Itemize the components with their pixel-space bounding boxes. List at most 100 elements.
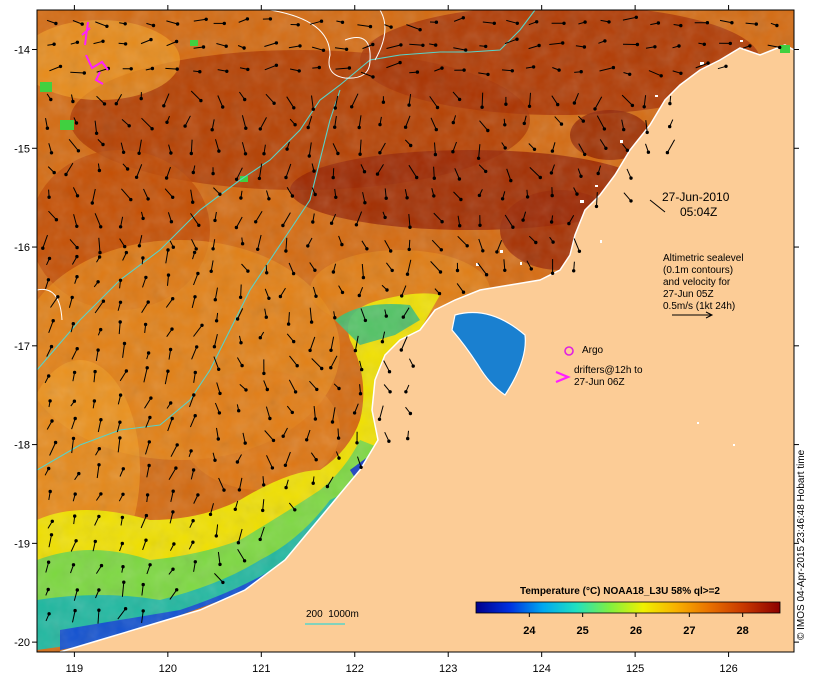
- velocity-arrow: [237, 308, 244, 320]
- velocity-arrow-head: [314, 458, 318, 462]
- lat-tick-label: -14: [14, 45, 30, 57]
- velocity-arrow: [242, 432, 246, 444]
- velocity-arrow: [695, 62, 709, 69]
- velocity-arrow-head: [321, 48, 326, 52]
- velocity-arrow-head: [313, 192, 317, 197]
- velocity-arrow-head: [221, 105, 225, 109]
- velocity-arrow: [65, 162, 74, 175]
- velocity-arrow-head: [582, 45, 587, 49]
- velocity-arrow-head: [54, 218, 59, 222]
- velocity-arrow: [309, 307, 313, 323]
- velocity-arrow-head: [550, 271, 555, 275]
- velocity-arrow: [189, 394, 195, 408]
- velocity-arrow-head: [71, 322, 76, 326]
- velocity-arrow: [165, 67, 178, 70]
- king-sound: [452, 312, 526, 395]
- velocity-arrow-head: [509, 178, 513, 183]
- velocity-arrow-head: [284, 485, 288, 490]
- velocity-arrow-head: [144, 275, 148, 280]
- velocity-arrow: [379, 142, 386, 153]
- velocity-arrow: [71, 418, 76, 430]
- velocity-arrow-head: [264, 315, 268, 319]
- velocity-arrow: [143, 367, 148, 383]
- velocity-arrow-head: [242, 559, 247, 563]
- velocity-arrow: [309, 20, 322, 25]
- velocity-arrow: [503, 259, 506, 271]
- velocity-arrow-head: [754, 22, 758, 26]
- velocity-arrow: [49, 442, 57, 456]
- velocity-arrow-head: [147, 463, 151, 468]
- velocity-arrow: [165, 298, 174, 308]
- velocity-arrow-head: [677, 44, 681, 48]
- velocity-arrow-head: [484, 44, 488, 49]
- lon-tick-label: 123: [439, 663, 457, 675]
- velocity-arrow: [215, 524, 219, 536]
- velocity-arrow-head: [503, 123, 507, 127]
- velocity-arrow-head: [406, 436, 410, 441]
- velocity-arrow: [217, 551, 221, 565]
- land-mass: [60, 45, 794, 652]
- velocity-arrow-head: [353, 348, 358, 353]
- velocity-arrow-head: [97, 463, 101, 467]
- velocity-arrow-head: [583, 152, 587, 157]
- velocity-arrow-head: [101, 142, 105, 147]
- velocity-arrow-head: [387, 439, 391, 443]
- velocity-arrow: [48, 534, 52, 548]
- velocity-arrow-head: [278, 294, 283, 299]
- velocity-arrow-head: [118, 320, 122, 324]
- velocity-arrow-head: [193, 295, 197, 299]
- velocity-arrow: [289, 355, 298, 367]
- velocity-arrow: [216, 427, 219, 440]
- colorbar-tick-label: 25: [577, 625, 589, 637]
- velocity-arrow-head: [308, 348, 312, 353]
- velocity-arrow-head: [451, 150, 455, 154]
- velocity-arrow: [218, 477, 225, 491]
- velocity-arrow: [238, 477, 243, 491]
- time-pointer: [649, 199, 666, 213]
- velocity-arrow-head: [129, 197, 133, 202]
- velocity-arrow: [98, 237, 101, 253]
- velocity-arrow-head: [258, 537, 262, 542]
- velocity-arrow-head: [147, 440, 152, 444]
- velocity-arrow-head: [486, 128, 490, 133]
- velocity-arrow: [236, 167, 243, 180]
- velocity-arrow-head: [371, 75, 375, 79]
- velocity-arrow-head: [325, 484, 330, 489]
- velocity-arrow-head: [320, 366, 324, 371]
- velocity-arrow: [330, 355, 338, 368]
- velocity-arrow-head: [384, 314, 388, 318]
- velocity-arrow-head: [702, 42, 706, 46]
- velocity-arrow: [96, 95, 105, 105]
- velocity-arrow: [383, 360, 390, 372]
- velocity-arrow: [504, 214, 514, 228]
- velocity-arrow-head: [101, 299, 106, 303]
- velocity-arrow-head: [404, 390, 408, 394]
- velocity-arrow-head: [307, 154, 311, 158]
- velocity-arrow: [645, 120, 648, 133]
- velocity-arrow-head: [551, 240, 555, 244]
- velocity-arrow: [214, 402, 220, 414]
- velocity-arrow-head: [293, 390, 298, 394]
- velocity-arrow: [168, 467, 177, 480]
- velocity-arrow-head: [194, 247, 198, 251]
- velocity-arrow-head: [201, 45, 206, 49]
- velocity-arrow-head: [305, 438, 309, 442]
- velocity-arrow-head: [365, 247, 369, 251]
- velocity-arrow: [406, 24, 421, 31]
- velocity-arrow-head: [432, 194, 436, 198]
- velocity-arrow-head: [567, 221, 571, 226]
- velocity-arrow-head: [258, 336, 262, 340]
- velocity-arrow-head: [262, 152, 266, 156]
- velocity-arrow-head: [411, 364, 415, 368]
- velocity-arrow-head: [668, 101, 672, 106]
- velocity-arrow-head: [492, 21, 496, 25]
- velocity-arrow-head: [628, 72, 632, 77]
- velocity-arrow-head: [82, 71, 87, 75]
- velocity-arrow-head: [311, 481, 315, 485]
- time-label: 05:04Z: [680, 205, 718, 219]
- velocity-arrow-head: [557, 68, 561, 72]
- velocity-arrow: [357, 24, 371, 28]
- velocity-arrow-head: [105, 24, 109, 28]
- velocity-arrow-head: [407, 103, 411, 107]
- velocity-arrow: [453, 191, 462, 200]
